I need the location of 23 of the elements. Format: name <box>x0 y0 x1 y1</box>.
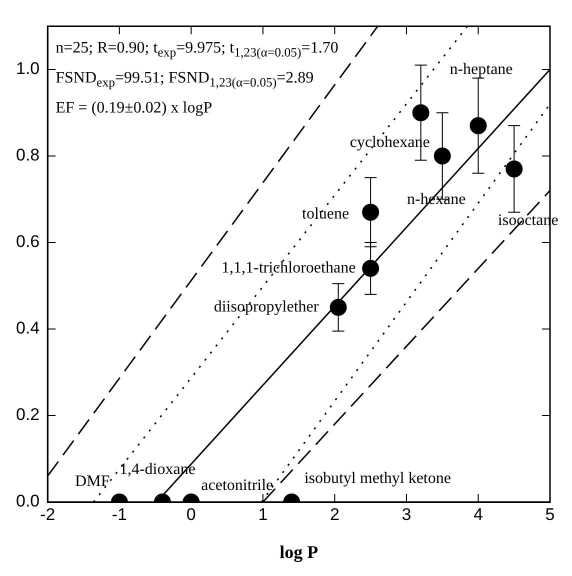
annotation: n-heptane <box>450 60 513 78</box>
x-tick-label: 3 <box>402 504 412 524</box>
annotation: isobutyl methyl ketone <box>304 470 451 488</box>
x-tick-label: -1 <box>112 504 127 524</box>
annotation: diisopropylether <box>214 298 320 316</box>
x-axis-title: log P <box>280 542 318 562</box>
annotation: EF = (0.19±0.02) x logP <box>56 99 212 116</box>
x-tick-label: 0 <box>186 504 196 524</box>
y-tick-label: 0.4 <box>16 318 40 338</box>
y-tick-label: 0.6 <box>16 232 40 252</box>
x-tick-label: 1 <box>258 504 268 524</box>
annotation: 1,1,1-trichloroethane <box>221 260 356 277</box>
x-tick-label: -2 <box>40 504 56 524</box>
annotation: acetonitrile <box>201 477 274 494</box>
annotation: toluene <box>302 205 350 222</box>
x-tick-label: 5 <box>545 504 555 524</box>
y-tick-label: 0.2 <box>16 405 40 424</box>
y-tick-label: 1.0 <box>16 59 40 78</box>
annotation: DMF <box>75 473 110 490</box>
y-tick-label: 0.0 <box>16 492 40 511</box>
y-tick-label: 0.8 <box>16 146 40 165</box>
x-tick-label: 4 <box>474 504 483 524</box>
x-tick-label: 2 <box>330 504 340 524</box>
